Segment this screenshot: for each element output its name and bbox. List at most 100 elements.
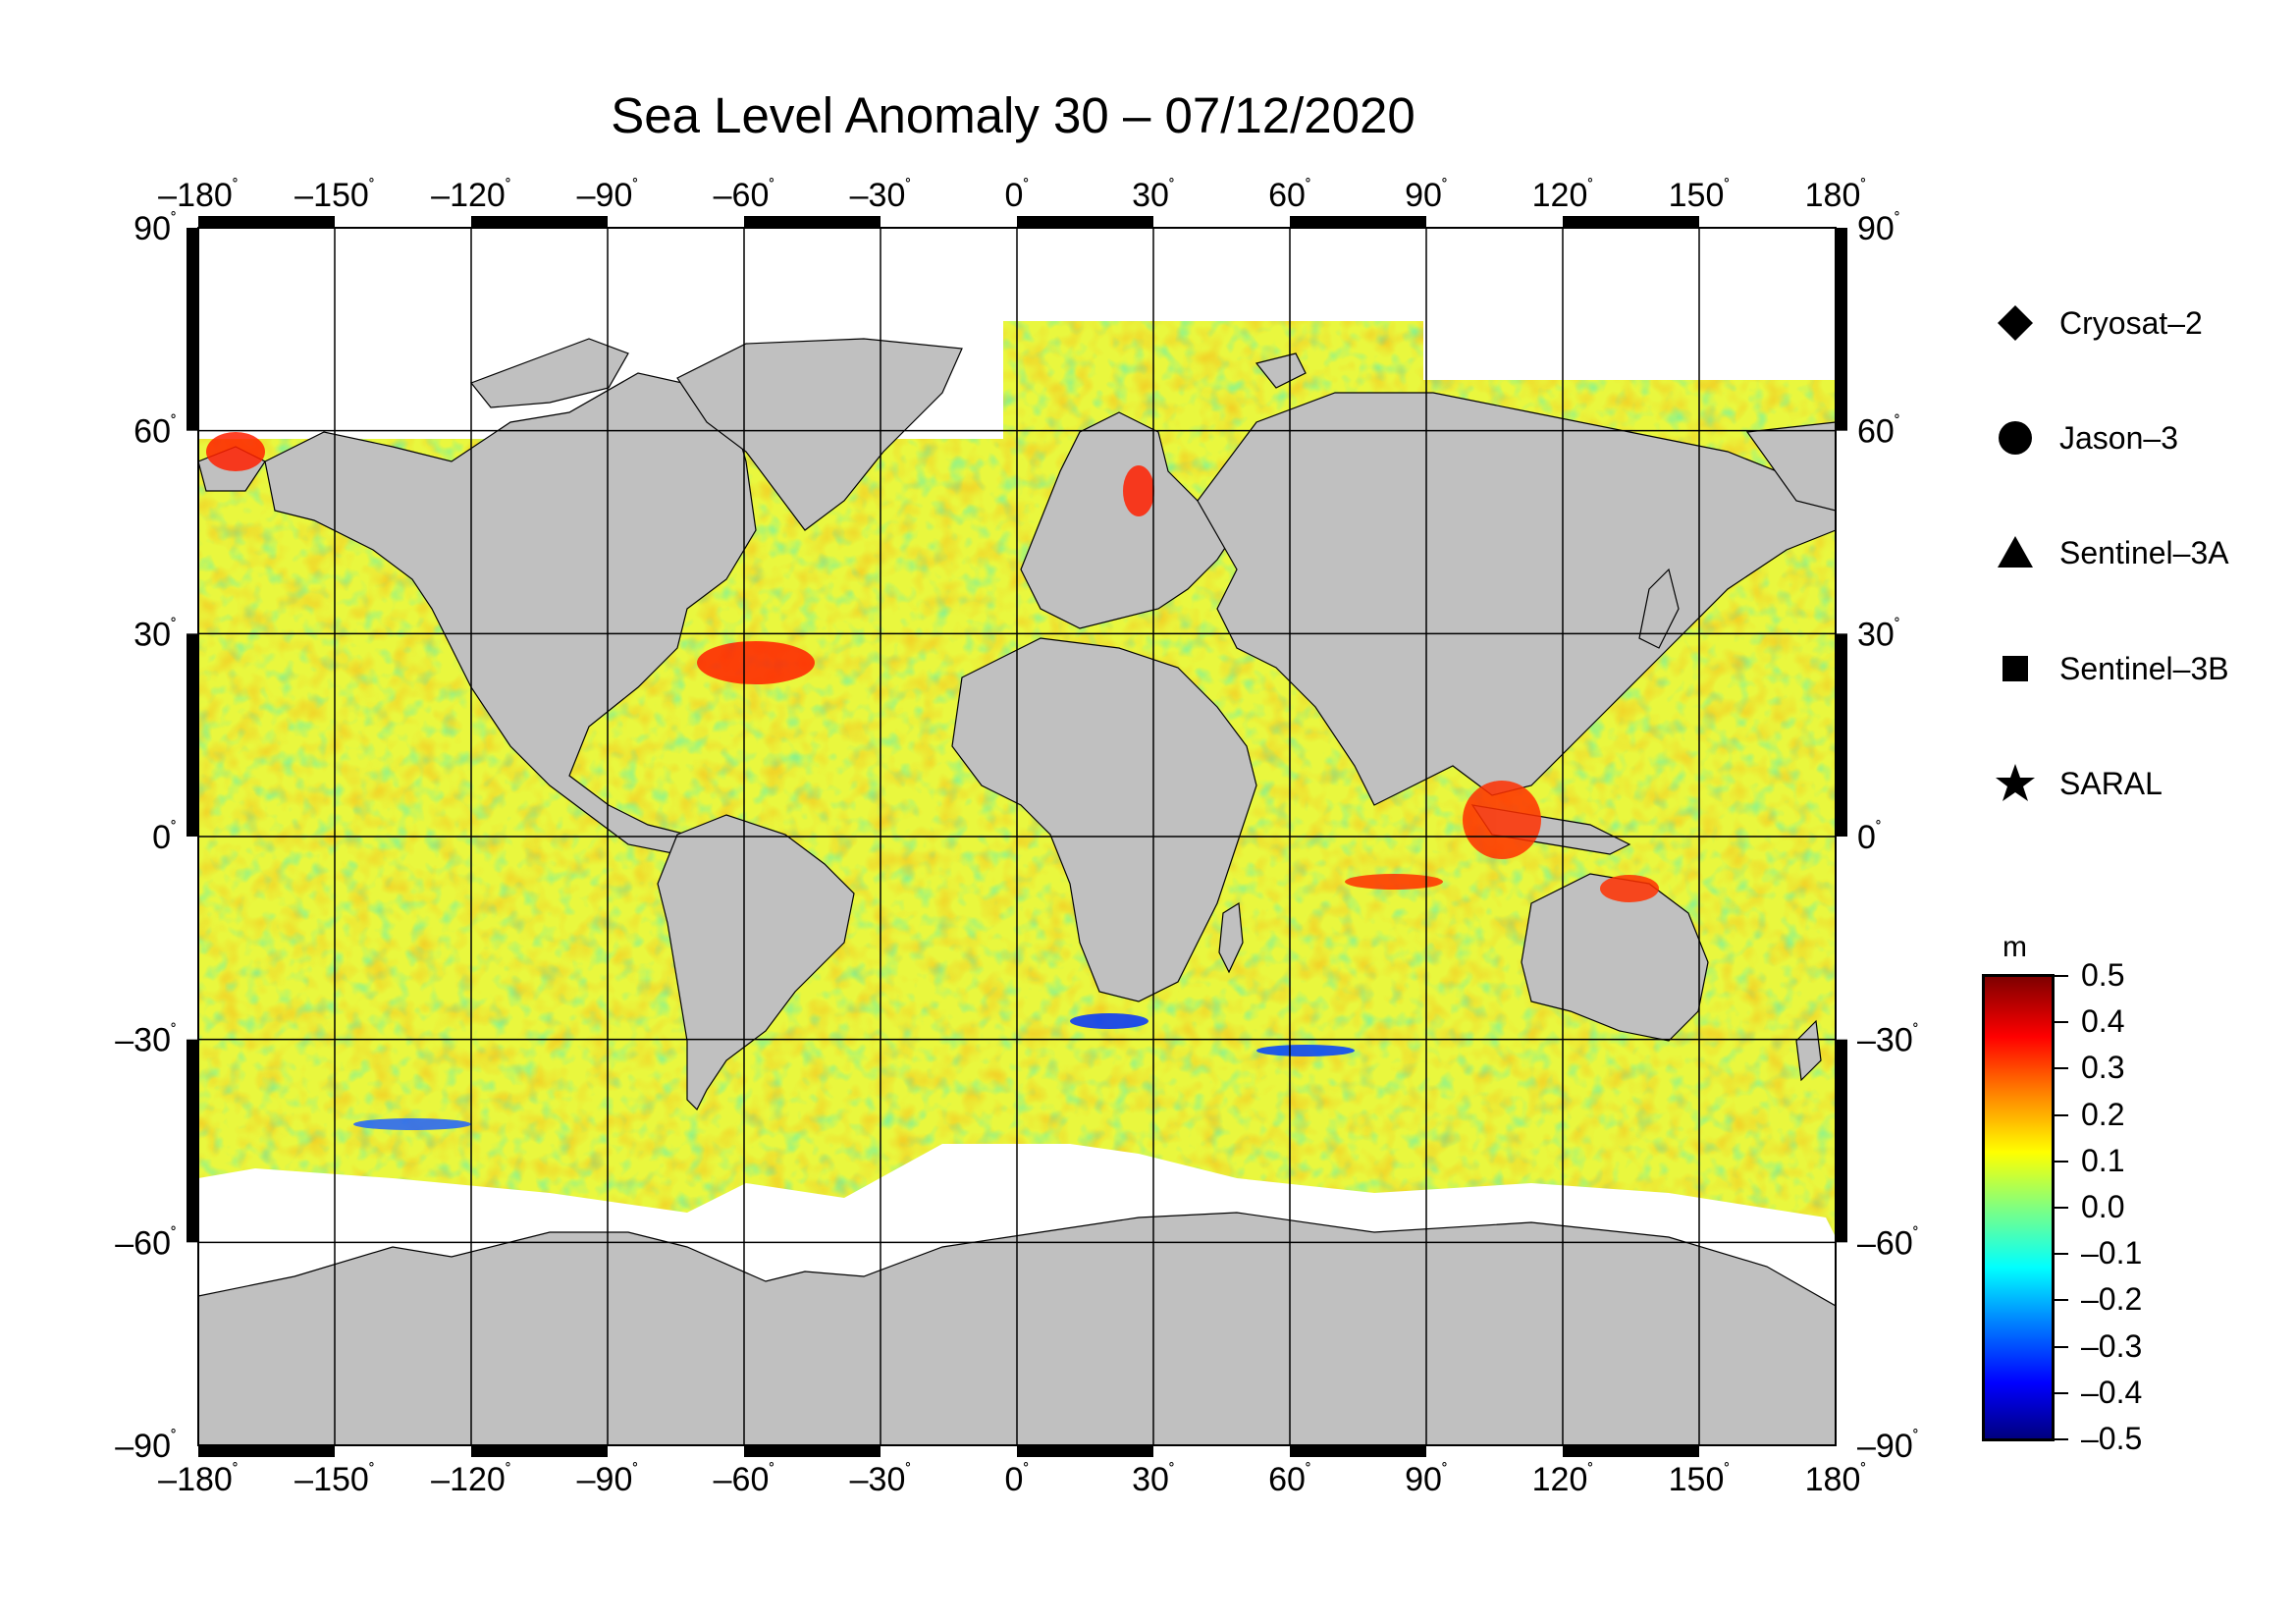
longitude-label: –180˚ [158, 1461, 239, 1498]
legend-label: Cryosat–2 [2059, 304, 2203, 341]
colorbar-tick [2055, 975, 2068, 977]
baltic-anomaly [1123, 465, 1154, 516]
legend-item-sentinel3a: Sentinel–3A [1993, 528, 2229, 577]
madagascar [1218, 901, 1244, 974]
longitude-label: –60˚ [714, 177, 775, 214]
colorbar-tick [2055, 1207, 2068, 1209]
asia [1197, 392, 1836, 806]
longitude-label: 60˚ [1268, 1461, 1311, 1498]
graticule [198, 228, 1836, 1445]
latitude-label: –60˚ [1857, 1224, 1919, 1262]
longitude-label: –30˚ [850, 177, 912, 214]
new-zealand [1795, 1019, 1822, 1082]
latitude-label: 0˚ [1857, 819, 1882, 856]
latitude-label: –30˚ [115, 1022, 177, 1059]
south-america [657, 814, 855, 1111]
longitude-label: 60˚ [1268, 177, 1311, 214]
legend-item-cryosat: Cryosat–2 [1993, 298, 2203, 348]
latitude-label: 30˚ [133, 616, 177, 653]
colorbar-unit: m [2002, 931, 2027, 963]
latitude-label: 60˚ [133, 413, 177, 451]
longitude-label: 30˚ [1132, 177, 1175, 214]
longitude-label: 0˚ [1005, 1461, 1030, 1498]
longitude-label: –180˚ [158, 177, 239, 214]
star-icon [1993, 761, 2038, 806]
frame-bar [1290, 1445, 1426, 1457]
legend-label: SARAL [2059, 765, 2163, 801]
longitude-label: 90˚ [1405, 1461, 1448, 1498]
southern-pacific-blue [353, 1118, 471, 1130]
frame-bar [744, 1445, 881, 1457]
colorbar-label: –0.1 [2081, 1235, 2143, 1271]
frame-bar [187, 633, 198, 837]
longitude-label: 120˚ [1532, 1461, 1594, 1498]
colorbar-label: –0.3 [2081, 1327, 2143, 1364]
latitude-labels: 90˚ 90˚ 60˚ 60˚ 30˚ 30˚ 0˚ 0˚ –30˚ –30˚ –60˚ –60˚ –9… [115, 210, 1918, 1465]
svalbard [1255, 352, 1307, 389]
colorbar-tick [2055, 1299, 2068, 1302]
colorbar-label: –0.2 [2081, 1281, 2143, 1318]
latitude-label: 90˚ [133, 210, 177, 247]
japan [1638, 568, 1680, 649]
frame-bar [1836, 633, 1847, 837]
colorbar-tick [2055, 1391, 2068, 1394]
circle-icon [1993, 415, 2038, 460]
triangle-icon [1993, 530, 2038, 575]
frame-bar [1563, 1445, 1699, 1457]
frame-bar [1836, 228, 1847, 431]
colorbar-tick [2055, 1345, 2068, 1348]
arafura-anomaly [1600, 875, 1659, 902]
legend-item-jason: Jason–3 [1993, 413, 2178, 462]
frame-bar [1836, 1039, 1847, 1243]
frame-bar [1563, 216, 1699, 228]
colorbar-tick [2055, 1253, 2068, 1256]
colorbar-label: –0.4 [2081, 1374, 2143, 1410]
frame-bar [1290, 216, 1426, 228]
longitude-label: –60˚ [714, 1461, 775, 1498]
indian-ocean-anomaly [1345, 874, 1443, 890]
anomaly-highlights [206, 432, 1659, 1130]
latitude-label: 0˚ [152, 819, 177, 856]
longitude-label: –90˚ [577, 177, 639, 214]
latitude-label: –30˚ [1857, 1022, 1919, 1059]
colorbar-tick [2055, 1021, 2068, 1024]
legend-item-sentinel3b: Sentinel–3B [1993, 644, 2229, 693]
colorbar-label: 0.2 [2081, 1096, 2125, 1132]
north-america [264, 372, 757, 855]
latitude-label: –90˚ [115, 1428, 177, 1465]
colorbar-tick [2055, 1067, 2068, 1070]
longitude-label: 90˚ [1405, 177, 1448, 214]
colorbar-label: 0.5 [2081, 957, 2125, 993]
bering-anomaly [206, 432, 265, 471]
polar-no-data-e [1423, 321, 1836, 380]
colorbar-label: –0.5 [2081, 1421, 2143, 1456]
frame-bars [187, 216, 1847, 1457]
longitude-label: –150˚ [294, 177, 375, 214]
longitude-label: 150˚ [1669, 1461, 1731, 1498]
legend-label: Jason–3 [2059, 419, 2178, 456]
colorbar-label: 0.4 [2081, 1003, 2125, 1040]
legend-label: Sentinel–3A [2059, 534, 2229, 570]
longitude-label: –30˚ [850, 1461, 912, 1498]
frame-bar [471, 216, 608, 228]
colorbar-tick [2055, 1160, 2068, 1163]
colorbar-label: 0.1 [2081, 1142, 2125, 1178]
frame-bar [198, 216, 335, 228]
greenland [676, 338, 963, 531]
longitude-labels: –180˚ –180˚ –150˚ –150˚ –120˚ –120˚ –90˚ –90˚ –6… [158, 177, 1866, 1498]
canadian-archipelago [470, 338, 629, 408]
latitude-label: –90˚ [1857, 1428, 1919, 1465]
longitude-label: 150˚ [1669, 177, 1731, 214]
colorbar-tick [2055, 1438, 2068, 1440]
latitude-label: –60˚ [115, 1224, 177, 1262]
frame-bar [1017, 216, 1153, 228]
frame-bar [744, 216, 881, 228]
colorbar-label: 0.0 [2081, 1189, 2125, 1224]
square-icon [1993, 646, 2038, 691]
gulf-stream-anomaly [697, 641, 815, 684]
longitude-label: 180˚ [1805, 1461, 1867, 1498]
diamond-icon [1993, 300, 2038, 346]
frame-bar [471, 1445, 608, 1457]
colorbar [1982, 974, 2055, 1441]
frame-bar [1017, 1445, 1153, 1457]
